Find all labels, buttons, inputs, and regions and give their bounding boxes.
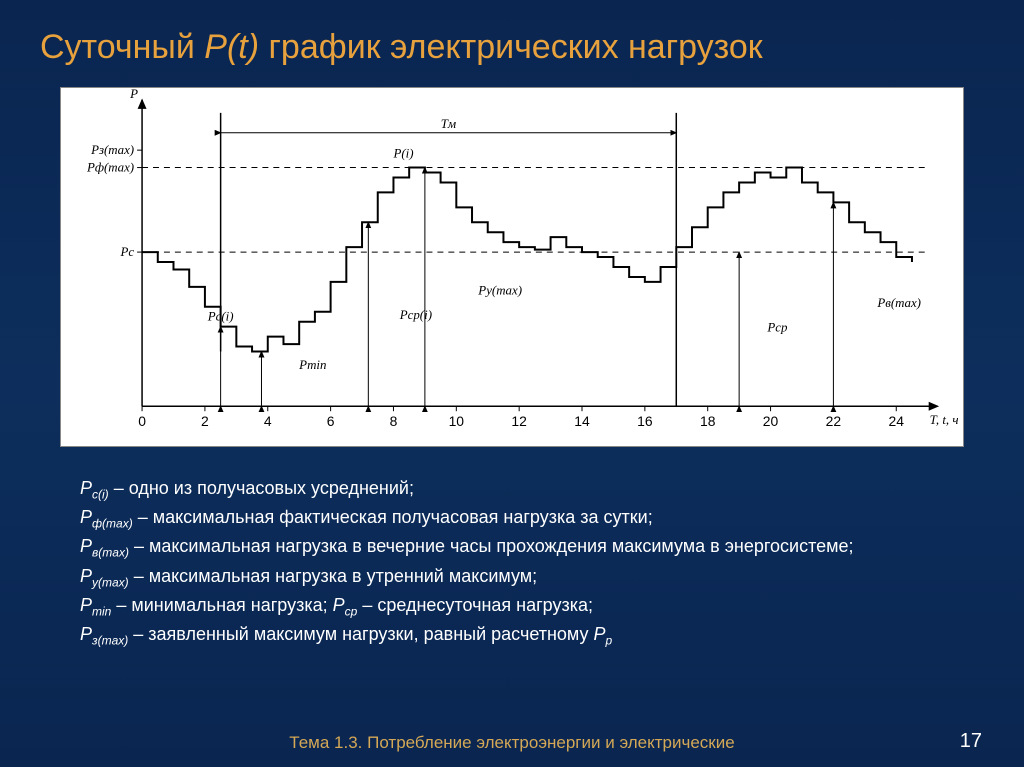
- legend-line: Pф(max) – максимальная фактическая получ…: [80, 504, 964, 533]
- svg-text:18: 18: [700, 413, 716, 429]
- legend-line: Pmin – минимальная нагрузка; Pср – средн…: [80, 592, 964, 621]
- svg-text:12: 12: [511, 413, 527, 429]
- svg-text:P: P: [129, 88, 138, 101]
- page-number: 17: [960, 730, 982, 753]
- svg-text:Pв(max): Pв(max): [876, 295, 921, 310]
- svg-text:16: 16: [637, 413, 653, 429]
- svg-text:P(i): P(i): [392, 146, 413, 161]
- title-prefix: Суточный: [40, 28, 204, 66]
- svg-text:22: 22: [826, 413, 842, 429]
- svg-text:24: 24: [889, 413, 905, 429]
- svg-text:20: 20: [763, 413, 779, 429]
- legend-line: Pв(max) – максимальная нагрузка в вечерн…: [80, 533, 964, 562]
- svg-text:T, t, ч: T, t, ч: [930, 412, 959, 427]
- svg-text:Pф(max): Pф(max): [86, 160, 134, 175]
- svg-text:Pср(i): Pср(i): [399, 307, 432, 322]
- svg-text:Pз(max): Pз(max): [90, 142, 134, 157]
- svg-text:Pср: Pср: [766, 320, 788, 335]
- title-func: P(t): [204, 28, 259, 66]
- footer-text: Тема 1.3. Потребление электроэнергии и э…: [0, 733, 1024, 753]
- legend-line: Pс(i) – одно из получасовых усреднений;: [80, 475, 964, 504]
- svg-text:8: 8: [390, 413, 398, 429]
- legend-line: Pу(max) – максимальная нагрузка в утренн…: [80, 563, 964, 592]
- legend-line: Pз(max) – заявленный максимум нагрузки, …: [80, 621, 964, 650]
- legend: Pс(i) – одно из получасовых усреднений;P…: [80, 475, 964, 650]
- chart-svg: PT, t, ч024681012141618202224Pз(max)Pф(m…: [61, 88, 963, 446]
- svg-text:10: 10: [449, 413, 465, 429]
- svg-text:0: 0: [138, 413, 146, 429]
- svg-text:Tм: Tм: [441, 116, 456, 131]
- title-suffix: график электрических нагрузок: [259, 28, 763, 66]
- load-chart: PT, t, ч024681012141618202224Pз(max)Pф(m…: [60, 87, 964, 447]
- svg-text:2: 2: [201, 413, 209, 429]
- svg-text:Pу(max): Pу(max): [477, 282, 522, 297]
- svg-text:6: 6: [327, 413, 335, 429]
- svg-text:4: 4: [264, 413, 272, 429]
- svg-text:14: 14: [574, 413, 590, 429]
- svg-text:Pс: Pс: [119, 244, 134, 259]
- svg-text:Pmin: Pmin: [298, 357, 326, 372]
- slide-title: Суточный P(t) график электрических нагру…: [0, 0, 1024, 87]
- svg-text:Pс(i): Pс(i): [207, 309, 234, 324]
